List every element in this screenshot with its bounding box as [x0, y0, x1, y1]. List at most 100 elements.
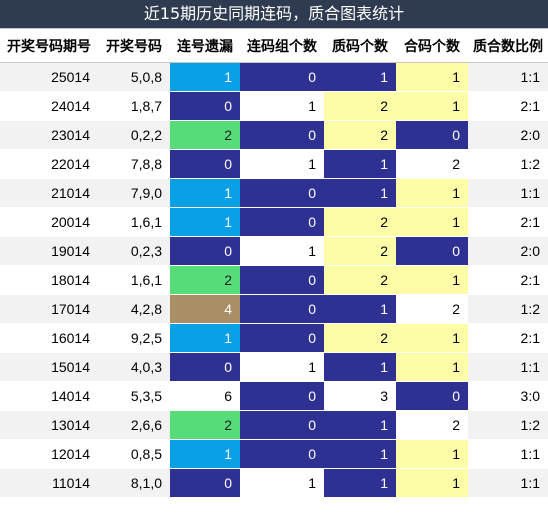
cell-miss: 1	[170, 439, 240, 469]
cell-miss: 0	[170, 468, 240, 498]
cell-prime: 2	[324, 265, 396, 295]
table-row: 12014 0,8,5 1 0 1 1 1:1	[0, 439, 548, 469]
cell-groups: 0	[240, 381, 324, 411]
cell-groups: 1	[240, 149, 324, 179]
table-row: 13014 2,6,6 2 0 1 2 1:2	[0, 410, 548, 440]
cell-groups: 0	[240, 265, 324, 295]
cell-ratio: 1:1	[468, 468, 548, 498]
cell-prime: 1	[324, 149, 396, 179]
cell-miss: 6	[170, 381, 240, 411]
cell-numbers: 1,8,7	[98, 91, 170, 121]
cell-prime: 2	[324, 91, 396, 121]
table-row: 25014 5,0,8 1 0 1 1 1:1	[0, 62, 548, 92]
cell-numbers: 4,2,8	[98, 294, 170, 324]
table-row: 21014 7,9,0 1 0 1 1 1:1	[0, 178, 548, 208]
cell-prime: 2	[324, 207, 396, 237]
cell-issue: 22014	[0, 149, 98, 179]
cell-ratio: 3:0	[468, 381, 548, 411]
cell-prime: 2	[324, 120, 396, 150]
table-row: 15014 4,0,3 0 1 1 1 1:1	[0, 352, 548, 382]
cell-miss: 1	[170, 178, 240, 208]
cell-miss: 4	[170, 294, 240, 324]
cell-composite: 0	[396, 236, 468, 266]
cell-numbers: 7,8,8	[98, 149, 170, 179]
cell-issue: 19014	[0, 236, 98, 266]
table-row: 16014 9,2,5 1 0 2 1 2:1	[0, 323, 548, 353]
cell-ratio: 1:1	[468, 439, 548, 469]
cell-numbers: 2,6,6	[98, 410, 170, 440]
cell-ratio: 2:0	[468, 120, 548, 150]
cell-prime: 2	[324, 236, 396, 266]
header-miss: 连号遗漏	[170, 29, 240, 63]
cell-miss: 0	[170, 236, 240, 266]
cell-ratio: 2:1	[468, 265, 548, 295]
cell-ratio: 1:2	[468, 294, 548, 324]
header-ratio: 质合数比例	[468, 29, 548, 63]
cell-composite: 1	[396, 352, 468, 382]
cell-composite: 1	[396, 265, 468, 295]
cell-groups: 0	[240, 439, 324, 469]
cell-issue: 13014	[0, 410, 98, 440]
table-row: 23014 0,2,2 2 0 2 0 2:0	[0, 120, 548, 150]
cell-numbers: 7,9,0	[98, 178, 170, 208]
cell-miss: 0	[170, 91, 240, 121]
cell-ratio: 1:2	[468, 149, 548, 179]
table-row: 24014 1,8,7 0 1 2 1 2:1	[0, 91, 548, 121]
cell-composite: 1	[396, 439, 468, 469]
cell-miss: 1	[170, 323, 240, 353]
cell-numbers: 5,3,5	[98, 381, 170, 411]
cell-groups: 0	[240, 178, 324, 208]
cell-numbers: 8,1,0	[98, 468, 170, 498]
cell-groups: 1	[240, 468, 324, 498]
table-row: 18014 1,6,1 2 0 2 1 2:1	[0, 265, 548, 295]
cell-ratio: 2:1	[468, 91, 548, 121]
cell-composite: 1	[396, 323, 468, 353]
table-row: 17014 4,2,8 4 0 1 2 1:2	[0, 294, 548, 324]
cell-issue: 23014	[0, 120, 98, 150]
cell-issue: 15014	[0, 352, 98, 382]
cell-numbers: 0,2,3	[98, 236, 170, 266]
cell-issue: 24014	[0, 91, 98, 121]
header-composite: 合码个数	[396, 29, 468, 63]
cell-miss: 1	[170, 207, 240, 237]
cell-ratio: 2:1	[468, 323, 548, 353]
cell-numbers: 1,6,1	[98, 265, 170, 295]
cell-composite: 2	[396, 149, 468, 179]
cell-groups: 0	[240, 120, 324, 150]
cell-groups: 1	[240, 236, 324, 266]
cell-miss: 2	[170, 120, 240, 150]
cell-prime: 1	[324, 352, 396, 382]
table-row: 11014 8,1,0 0 1 1 1 1:1	[0, 468, 548, 498]
cell-groups: 0	[240, 294, 324, 324]
cell-ratio: 1:2	[468, 410, 548, 440]
cell-numbers: 5,0,8	[98, 62, 170, 92]
cell-issue: 16014	[0, 323, 98, 353]
header-prime: 质码个数	[324, 29, 396, 63]
cell-prime: 3	[324, 381, 396, 411]
cell-miss: 0	[170, 352, 240, 382]
cell-prime: 2	[324, 323, 396, 353]
stats-panel: 近15期历史同期连码，质合图表统计 开奖号码期号 开奖号码 连号遗漏 连码组个数…	[0, 0, 548, 498]
cell-numbers: 0,2,2	[98, 120, 170, 150]
cell-groups: 0	[240, 410, 324, 440]
cell-composite: 1	[396, 178, 468, 208]
cell-numbers: 0,8,5	[98, 439, 170, 469]
table-row: 20014 1,6,1 1 0 2 1 2:1	[0, 207, 548, 237]
cell-prime: 1	[324, 468, 396, 498]
cell-ratio: 1:1	[468, 178, 548, 208]
cell-composite: 1	[396, 207, 468, 237]
cell-miss: 2	[170, 410, 240, 440]
cell-prime: 1	[324, 178, 396, 208]
cell-issue: 21014	[0, 178, 98, 208]
cell-issue: 18014	[0, 265, 98, 295]
cell-prime: 1	[324, 62, 396, 92]
cell-composite: 1	[396, 468, 468, 498]
cell-ratio: 1:1	[468, 62, 548, 92]
cell-composite: 0	[396, 381, 468, 411]
cell-ratio: 2:0	[468, 236, 548, 266]
cell-composite: 2	[396, 294, 468, 324]
cell-numbers: 9,2,5	[98, 323, 170, 353]
header-row: 开奖号码期号 开奖号码 连号遗漏 连码组个数 质码个数 合码个数 质合数比例	[0, 29, 548, 63]
cell-prime: 1	[324, 439, 396, 469]
cell-groups: 1	[240, 91, 324, 121]
